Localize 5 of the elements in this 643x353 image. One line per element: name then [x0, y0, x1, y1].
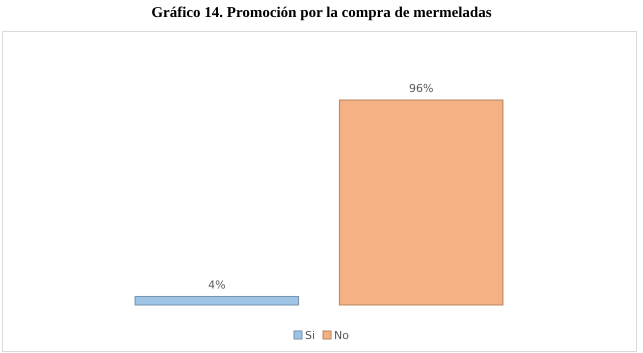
- legend-label: Si: [304, 329, 316, 342]
- chart-title: Gráfico 14. Promoción por la compra de mermeladas: [151, 5, 492, 21]
- data-label: 96%: [408, 82, 434, 95]
- legend-label: No: [334, 329, 350, 342]
- data-label: 4%: [208, 278, 226, 292]
